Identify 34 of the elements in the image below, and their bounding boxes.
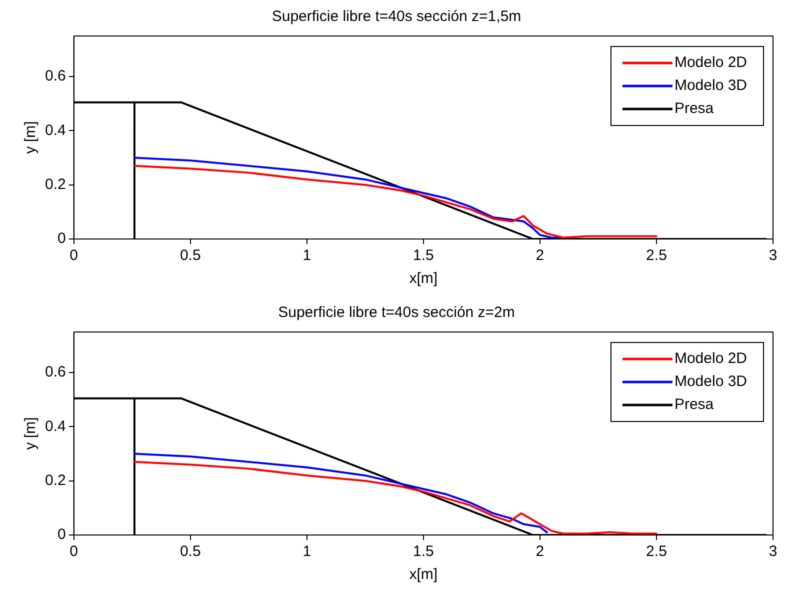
x-tick-label: 0.5: [180, 247, 201, 264]
legend-label: Modelo 3D: [674, 77, 748, 94]
y-tick-label: 0.4: [44, 122, 66, 139]
y-tick-label: 0: [58, 526, 66, 544]
y-tick-label: 0.2: [44, 176, 66, 194]
y-tick-label: 0.4: [44, 418, 66, 435]
legend-label: Presa: [674, 100, 714, 118]
x-tick-label: 2.5: [646, 543, 667, 560]
x-tick-label: 0: [70, 543, 78, 560]
y-axis-title: y [m]: [22, 417, 40, 450]
x-tick-label: 0: [70, 247, 78, 264]
y-tick-label: 0.6: [44, 68, 66, 85]
chart-title: Superficie libre t=40s sección z=2m: [278, 304, 515, 322]
y-axis-title: y [m]: [22, 121, 40, 154]
y-tick-label: 0.2: [44, 472, 66, 490]
y-tick-label: 0: [58, 230, 66, 248]
x-axis-title: x[m]: [409, 566, 438, 584]
legend-label: Modelo 2D: [674, 54, 748, 72]
legend-label: Presa: [674, 396, 714, 414]
x-tick-label: 1: [302, 247, 312, 264]
x-axis-title: x[m]: [409, 270, 438, 288]
x-tick-label: 1: [302, 543, 312, 560]
x-tick-label: 3: [768, 247, 778, 264]
x-tick-label: 3: [768, 543, 778, 560]
legend-label: Modelo 2D: [674, 350, 748, 368]
x-tick-label: 1.5: [412, 247, 434, 264]
x-tick-label: 1.5: [412, 543, 434, 560]
y-tick-label: 0.6: [44, 364, 66, 381]
x-tick-label: 2: [536, 543, 544, 560]
x-tick-label: 2: [536, 247, 544, 264]
x-tick-label: 2.5: [646, 247, 667, 264]
x-tick-label: 0.5: [180, 543, 201, 560]
legend-label: Modelo 3D: [674, 373, 748, 390]
chart-title: Superficie libre t=40s sección z=1,5m: [272, 8, 522, 26]
